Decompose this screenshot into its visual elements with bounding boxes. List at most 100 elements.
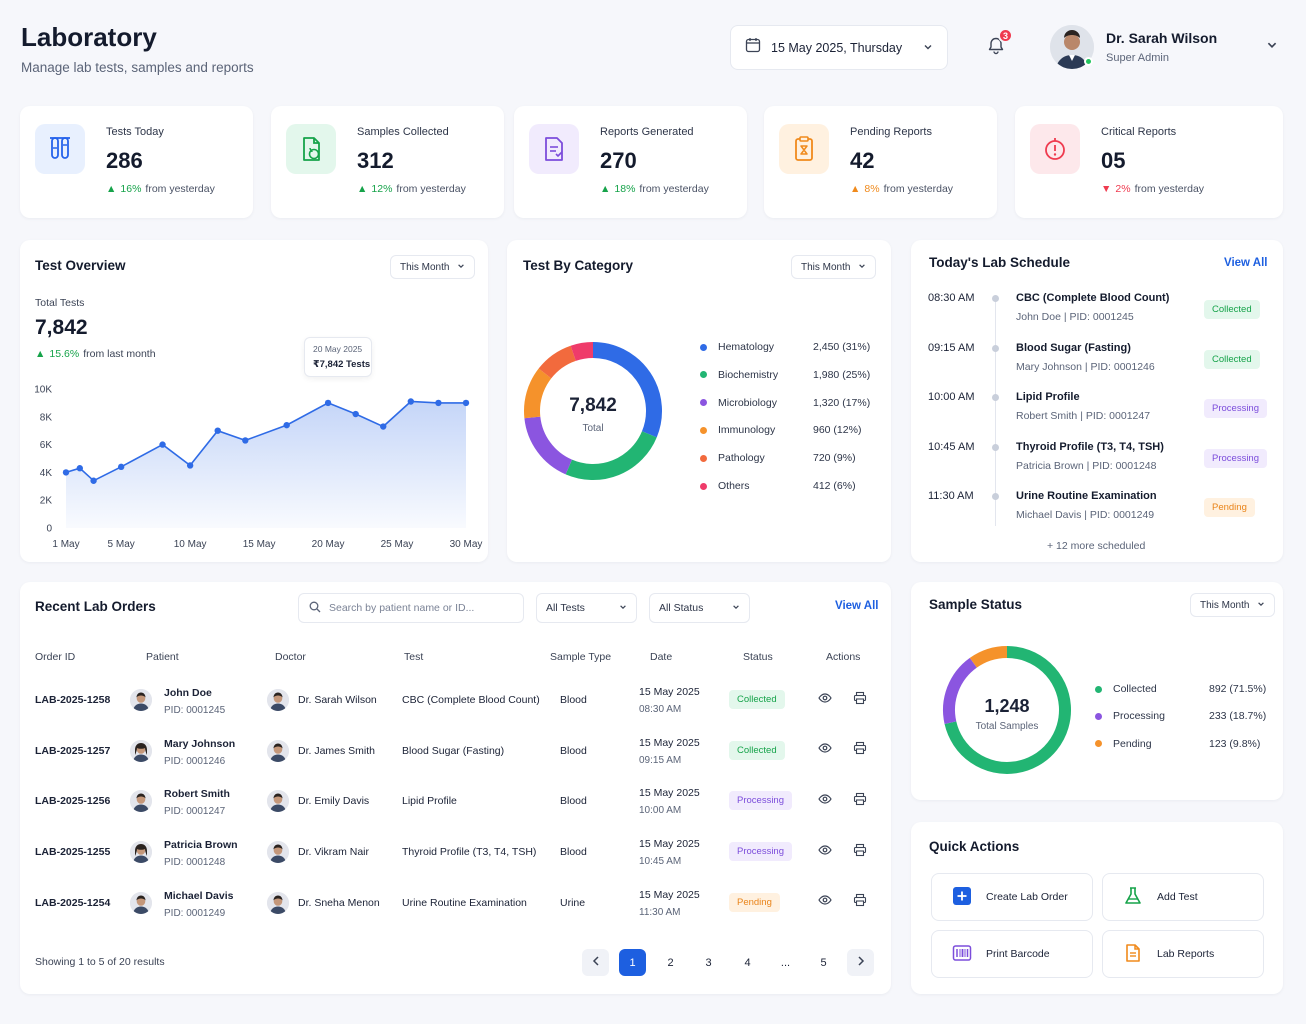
print-button[interactable] [849,790,871,812]
column-header-patient[interactable]: Patient [146,651,179,663]
pagination-page-1[interactable]: 1 [619,949,646,976]
pagination-next-button[interactable] [847,949,874,976]
donut-center-value: 7,842 [569,395,617,416]
legend-label: Collected [1113,683,1157,695]
avatar [130,841,152,864]
legend-dot [1095,685,1102,693]
period-dropdown[interactable]: This Month [1190,593,1276,617]
data-point[interactable] [324,399,332,407]
pagination-page-3[interactable]: 3 [705,956,712,969]
view-button[interactable] [814,790,836,812]
print-barcode-button[interactable]: Print Barcode [931,930,1093,978]
stat-card-pending-reports[interactable]: Pending Reports 42 ▲ 8% from yesterday [764,106,997,218]
donut-slice-others[interactable] [570,342,594,361]
y-tick-label: 10K [34,385,52,396]
stat-card-tests-today[interactable]: Tests Today 286 ▲ 16% from yesterday [20,106,253,218]
period-dropdown[interactable]: This Month [791,255,877,279]
donut-slice-processing[interactable] [943,657,978,725]
data-point[interactable] [62,469,70,476]
schedule-item[interactable]: 11:30 AM Urine Routine Examination Michael… [928,490,1268,536]
data-point[interactable] [435,399,442,407]
legend-label: Others [718,480,750,492]
column-header-order-id[interactable]: Order ID [35,651,76,663]
table-row[interactable]: LAB-2025-1254 Michael Davis PID: 0001249 Dr… [20,885,890,935]
table-row[interactable]: LAB-2025-1256 Robert Smith PID: 0001247 Dr.… [20,783,890,833]
test-name: Urine Routine Examination [402,896,527,909]
data-point[interactable] [76,465,83,472]
stat-card-reports-generated[interactable]: Reports Generated 270 ▲ 18% from yesterday [514,106,747,218]
patient-search-input[interactable]: Search by patient name or ID... [298,593,524,623]
print-button[interactable] [849,740,871,762]
stat-card-critical-reports[interactable]: Critical Reports 05 ▼ 2% from yesterday [1015,106,1283,218]
donut-slice-immunology[interactable] [524,368,552,419]
donut-slice-biochemistry[interactable] [565,430,657,480]
donut-slice-microbiology[interactable] [524,416,573,475]
donut-slice-pathology[interactable] [538,345,577,379]
data-point[interactable] [117,463,125,471]
table-row[interactable]: LAB-2025-1258 John Doe PID: 0001245 Dr. Sar… [20,682,890,732]
pagination-page-2[interactable]: 2 [667,956,674,969]
data-point[interactable] [242,437,249,444]
chevron-down-icon [1257,600,1265,611]
schedule-item[interactable]: 10:00 AM Lipid Profile Robert Smith | PID:… [928,391,1268,437]
data-point[interactable] [214,427,221,434]
data-point[interactable] [283,421,290,429]
orders-view-all-link[interactable]: View All [835,600,879,612]
donut-slice-pending[interactable] [969,646,1008,668]
print-button[interactable] [849,689,871,711]
view-button[interactable] [814,689,836,711]
column-header-doctor[interactable]: Doctor [275,651,306,663]
period-dropdown[interactable]: This Month [390,255,476,279]
schedule-item[interactable]: 10:45 AM Thyroid Profile (T3, T4, TSH) Pat… [928,441,1268,487]
data-point[interactable] [90,477,97,484]
user-profile-menu[interactable]: Dr. Sarah Wilson Super Admin [1050,24,1278,70]
view-button[interactable] [814,841,836,863]
data-point[interactable] [407,398,415,405]
stat-card-samples-collected[interactable]: Samples Collected 312 ▲ 12% from yesterday [271,106,504,218]
date-picker[interactable]: 15 May 2025, Thursday [730,25,948,70]
pagination-page-5[interactable]: 5 [820,956,827,969]
doctor-name: Dr. Sarah Wilson [298,694,377,706]
more-scheduled-text[interactable]: + 12 more scheduled [1047,540,1146,552]
view-button[interactable] [814,892,836,914]
test-category-donut [524,342,662,480]
schedule-item[interactable]: 08:30 AM CBC (Complete Blood Count) John D… [928,292,1268,338]
print-button[interactable] [849,892,871,914]
tests-filter-dropdown[interactable]: All Tests [536,593,637,623]
create-lab-order-button[interactable]: Create Lab Order [931,873,1093,921]
arrow-down-icon: ▼ [1101,183,1112,195]
test-tubes-icon [35,124,85,174]
column-header-sample-type[interactable]: Sample Type [550,651,612,663]
period-label: This Month [1200,599,1250,611]
test-by-category-title: Test By Category [523,258,634,273]
schedule-item[interactable]: 09:15 AM Blood Sugar (Fasting) Mary Johnso… [928,342,1268,388]
patient-pid: PID: 0001245 [164,705,226,716]
lab-reports-button[interactable]: Lab Reports [1102,930,1264,978]
column-header-status[interactable]: Status [743,651,773,663]
notifications-button[interactable]: 3 [976,28,1016,68]
avatar [267,689,289,711]
pagination-prev-button[interactable] [582,949,609,976]
add-test-button[interactable]: Add Test [1102,873,1264,921]
donut-slice-collected[interactable] [944,646,1071,774]
column-header-date[interactable]: Date [650,651,673,663]
status-filter-dropdown[interactable]: All Status [649,593,750,623]
print-button[interactable] [849,841,871,863]
schedule-view-all-link[interactable]: View All [1224,257,1268,269]
column-header-test[interactable]: Test [404,651,424,663]
data-point[interactable] [380,423,387,430]
donut-slice-hematology[interactable] [592,342,662,438]
sample-type: Blood [560,795,587,808]
data-point[interactable] [352,410,359,418]
tests-filter-label: All Tests [546,602,585,614]
patient-pid: PID: 0001246 [164,755,226,767]
chevron-down-icon [1266,38,1278,56]
table-row[interactable]: LAB-2025-1255 Patricia Brown PID: 0001248 D… [20,834,890,884]
data-point[interactable] [159,441,166,448]
data-point[interactable] [462,399,470,407]
page-title: Laboratory [21,22,157,52]
data-point[interactable] [186,462,194,469]
view-button[interactable] [814,740,836,762]
table-row[interactable]: LAB-2025-1257 Mary Johnson PID: 0001246 Dr.… [20,733,890,783]
pagination-page-4[interactable]: 4 [744,956,751,969]
